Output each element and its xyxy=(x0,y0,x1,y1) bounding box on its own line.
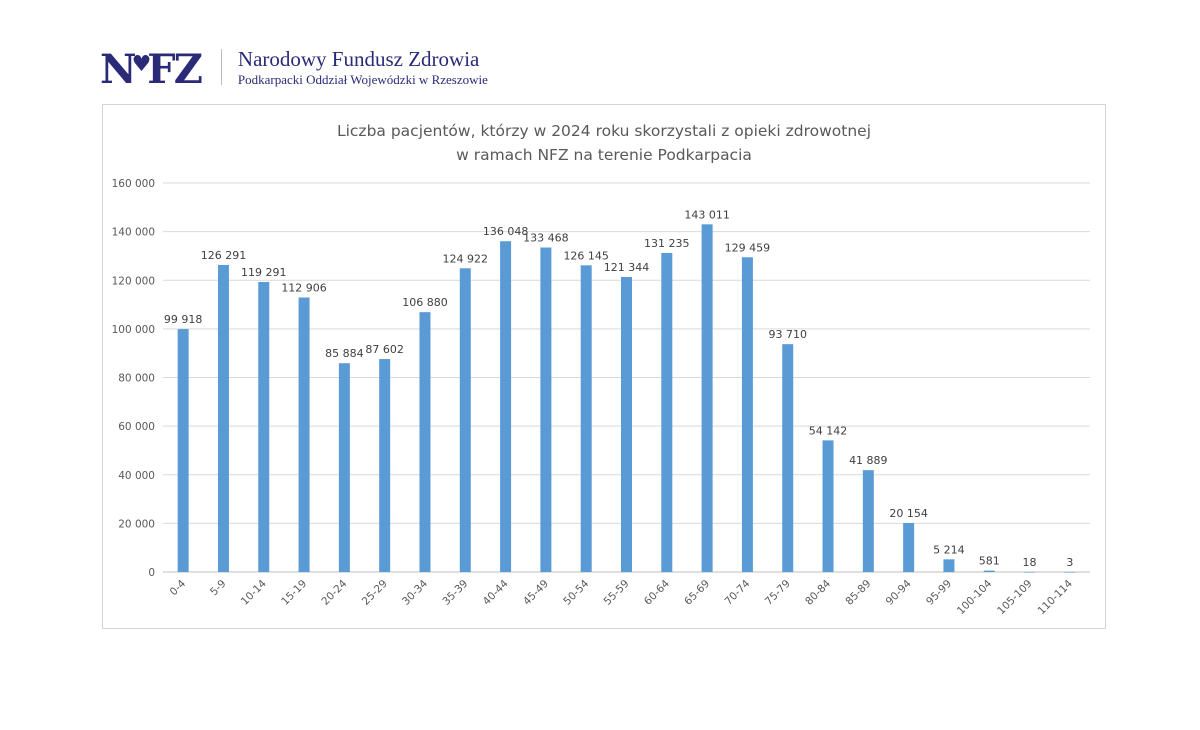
x-tick-label: 110-114 xyxy=(1035,577,1075,617)
bar xyxy=(741,257,753,572)
y-tick-label: 60 000 xyxy=(118,421,155,433)
x-tick-label: 100-104 xyxy=(955,577,995,617)
y-tick-label: 40 000 xyxy=(118,470,155,482)
x-tick-label: 80-84 xyxy=(803,577,833,607)
data-label: 20 154 xyxy=(889,507,928,520)
y-tick-label: 80 000 xyxy=(118,373,155,385)
data-label: 129 459 xyxy=(725,241,771,254)
bar-chart: 0 20 000 40 000 60 000 80 000 100 000 120 000 1… xyxy=(112,178,1090,618)
x-tick-label: 35-39 xyxy=(440,578,470,608)
x-tick-label: 75-79 xyxy=(763,578,793,608)
data-label: 124 922 xyxy=(443,252,489,265)
org-branch: Podkarpacki Oddział Wojewódzki w Rzeszow… xyxy=(237,71,488,87)
chart-title-line-1: Liczba pacjentów, którzy w 2024 roku sko… xyxy=(336,122,872,140)
x-tick-label: 95-99 xyxy=(924,578,954,608)
x-tick-label: 50-54 xyxy=(561,577,591,607)
bar xyxy=(298,297,310,572)
bar xyxy=(217,264,229,572)
data-label: 85 884 xyxy=(325,347,364,360)
data-label: 41 889 xyxy=(849,454,888,467)
x-tick-label: 10-14 xyxy=(239,577,269,607)
bar xyxy=(459,268,471,572)
org-name: Narodowy Fundusz Zdrowia xyxy=(237,46,480,71)
x-tick-label: 70-74 xyxy=(722,577,752,607)
chart-container: Liczba pacjentów, którzy w 2024 roku sko… xyxy=(102,104,1106,629)
y-tick-label: 0 xyxy=(148,567,155,579)
data-label: 93 710 xyxy=(768,328,807,341)
data-label: 112 906 xyxy=(281,281,327,294)
logo-letters-fz: FZ xyxy=(147,46,203,93)
x-tick-label: 65-69 xyxy=(682,578,712,608)
logo-letter-n: N xyxy=(100,46,137,93)
y-tick-label: 100 000 xyxy=(112,324,155,336)
y-tick-label: 160 000 xyxy=(112,178,155,190)
x-tick-label: 20-24 xyxy=(319,577,349,607)
data-label: 106 880 xyxy=(402,296,448,309)
data-label: 143 011 xyxy=(684,208,730,221)
y-tick-label: 20 000 xyxy=(118,518,155,530)
data-label: 581 xyxy=(979,555,1000,568)
heart-icon: ♥ xyxy=(131,51,152,77)
data-label: 136 048 xyxy=(483,225,528,238)
x-tick-label: 25-29 xyxy=(360,578,390,608)
bar xyxy=(379,359,391,572)
bar xyxy=(177,329,189,572)
data-label: 5 214 xyxy=(933,543,965,556)
bar xyxy=(338,363,350,572)
bar xyxy=(943,559,955,572)
x-tick-label: 55-59 xyxy=(602,578,632,608)
data-label: 121 344 xyxy=(604,261,650,274)
x-tick-label: 85-89 xyxy=(843,578,873,608)
bar xyxy=(782,344,794,572)
data-label: 126 291 xyxy=(201,249,247,262)
header-divider xyxy=(220,49,222,85)
data-label: 54 142 xyxy=(809,424,848,437)
bar xyxy=(701,224,713,572)
data-label: 131 235 xyxy=(644,237,690,250)
x-tick-label: 105-109 xyxy=(995,578,1035,618)
data-label: 3 xyxy=(1066,556,1073,569)
bar xyxy=(822,440,834,572)
bar xyxy=(621,276,632,572)
data-label: 99 918 xyxy=(164,313,203,326)
data-label: 18 xyxy=(1023,556,1037,569)
x-tick-label: 15-19 xyxy=(279,578,309,608)
bar xyxy=(419,312,431,572)
bar xyxy=(540,247,552,572)
chart-title-line-2: w ramach NFZ na terenie Podkarpacia xyxy=(456,146,752,164)
bar xyxy=(1024,571,1036,573)
org-info: Narodowy Fundusz Zdrowia Podkarpacki Odd… xyxy=(238,47,488,88)
bar xyxy=(983,570,995,572)
data-label: 119 291 xyxy=(241,266,287,279)
bar xyxy=(661,252,673,572)
x-tick-label: 0-4 xyxy=(168,577,189,598)
x-tick-label: 45-49 xyxy=(521,578,551,608)
y-tick-label: 120 000 xyxy=(112,275,155,287)
bar xyxy=(580,265,592,572)
header: N♥FZ Narodowy Fundusz Zdrowia Podkarpack… xyxy=(100,43,488,93)
bar xyxy=(258,281,270,572)
x-tick-label: 5-9 xyxy=(208,578,229,599)
x-tick-label: 40-44 xyxy=(481,577,511,607)
data-label: 133 468 xyxy=(523,232,569,245)
y-tick-label: 140 000 xyxy=(112,227,155,239)
x-tick-label: 60-64 xyxy=(642,577,672,607)
data-label: 87 602 xyxy=(365,343,404,356)
nfz-logo: N♥FZ xyxy=(100,43,203,93)
bar xyxy=(1064,571,1076,573)
bar xyxy=(500,241,512,572)
bar xyxy=(862,470,874,572)
bar xyxy=(903,523,915,572)
x-tick-label: 90-94 xyxy=(884,577,914,607)
data-label: 126 145 xyxy=(563,249,609,262)
x-tick-label: 30-34 xyxy=(400,577,430,607)
